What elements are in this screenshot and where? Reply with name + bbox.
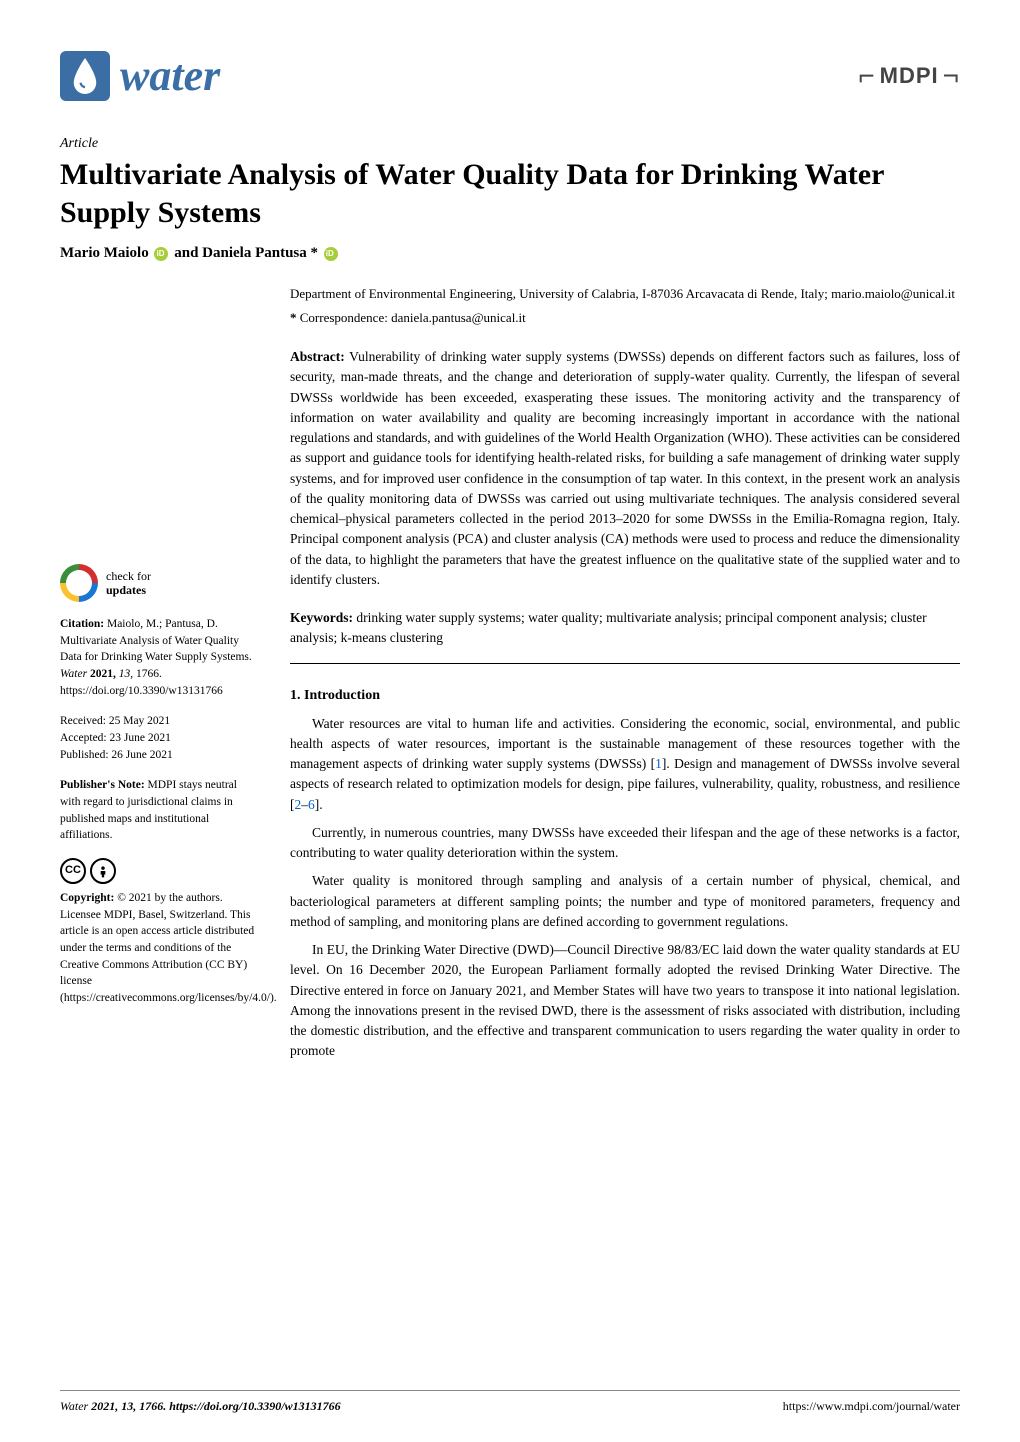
- correspondence-text: Correspondence: daniela.pantusa@unical.i…: [300, 310, 526, 325]
- footer-journal: Water: [60, 1399, 88, 1413]
- license-block: CC Copyright: © 2021 by the authors. Lic…: [60, 858, 260, 1007]
- cc-icon: CC: [60, 858, 86, 884]
- journal-name: water: [120, 50, 220, 101]
- keywords-text: drinking water supply systems; water qua…: [290, 610, 927, 645]
- body-paragraph: Water resources are vital to human life …: [290, 714, 960, 815]
- publisher-note-block: Publisher's Note: MDPI stays neutral wit…: [60, 777, 260, 844]
- body-text: –: [301, 797, 308, 812]
- keywords-label: Keywords:: [290, 610, 353, 625]
- main-column: Department of Environmental Engineering,…: [290, 284, 960, 1070]
- copyright-label: Copyright:: [60, 892, 114, 904]
- check-updates-text: check for updates: [106, 569, 151, 598]
- reference-link[interactable]: 6: [308, 797, 315, 812]
- correspondence: * Correspondence: daniela.pantusa@unical…: [290, 308, 960, 328]
- author-name: Mario Maiolo: [60, 245, 149, 261]
- orcid-icon[interactable]: [324, 247, 338, 261]
- publisher-logo: ⌐ MDPI ¬: [858, 60, 960, 92]
- section-heading: 1. Introduction: [290, 688, 960, 704]
- affiliation: Department of Environmental Engineering,…: [290, 284, 960, 304]
- check-label: check for: [106, 569, 151, 583]
- reference-link[interactable]: 1: [655, 756, 662, 771]
- mdpi-bracket-icon: ¬: [943, 60, 960, 92]
- authors-line: Mario Maiolo and Daniela Pantusa *: [60, 245, 960, 262]
- author-name: and Daniela Pantusa *: [174, 245, 318, 261]
- abstract-label: Abstract:: [290, 349, 345, 364]
- body-paragraph: Currently, in numerous countries, many D…: [290, 823, 960, 864]
- page-footer: Water 2021, 13, 1766. https://doi.org/10…: [60, 1390, 960, 1414]
- mdpi-bracket-icon: ⌐: [858, 60, 875, 92]
- citation-label: Citation:: [60, 618, 104, 630]
- abstract: Abstract: Vulnerability of drinking wate…: [290, 347, 960, 590]
- citation-journal: Water: [60, 668, 87, 680]
- published-date: Published: 26 June 2021: [60, 747, 260, 764]
- check-label-bold: updates: [106, 583, 151, 597]
- water-droplet-icon: [60, 51, 110, 101]
- publisher-name: MDPI: [880, 63, 939, 89]
- citation-volume: 13: [119, 668, 131, 680]
- divider: [290, 663, 960, 664]
- sidebar: check for updates Citation: Maiolo, M.; …: [60, 284, 260, 1070]
- keywords: Keywords: drinking water supply systems;…: [290, 608, 960, 649]
- copyright-text: © 2021 by the authors. Licensee MDPI, Ba…: [60, 892, 277, 1004]
- body-paragraph: Water quality is monitored through sampl…: [290, 871, 960, 932]
- received-date: Received: 25 May 2021: [60, 713, 260, 730]
- footer-citation: 2021, 13, 1766. https://doi.org/10.3390/…: [88, 1399, 340, 1413]
- cc-icons: CC: [60, 858, 260, 884]
- footer-left: Water 2021, 13, 1766. https://doi.org/10…: [60, 1399, 341, 1414]
- accepted-date: Accepted: 23 June 2021: [60, 730, 260, 747]
- body-paragraph: In EU, the Drinking Water Directive (DWD…: [290, 940, 960, 1062]
- abstract-text: Vulnerability of drinking water supply s…: [290, 349, 960, 587]
- pubnote-label: Publisher's Note:: [60, 779, 145, 791]
- by-icon: [90, 858, 116, 884]
- citation-year: 2021,: [87, 668, 119, 680]
- article-title: Multivariate Analysis of Water Quality D…: [60, 156, 960, 231]
- page-header: water ⌐ MDPI ¬: [60, 50, 960, 101]
- article-type: Article: [60, 136, 960, 152]
- orcid-icon[interactable]: [154, 247, 168, 261]
- correspondence-marker: *: [290, 310, 297, 325]
- journal-logo: water: [60, 50, 220, 101]
- body-text: ].: [315, 797, 323, 812]
- check-updates-badge[interactable]: check for updates: [60, 564, 260, 602]
- dates-block: Received: 25 May 2021 Accepted: 23 June …: [60, 713, 260, 763]
- citation-block: Citation: Maiolo, M.; Pantusa, D. Multiv…: [60, 616, 260, 699]
- footer-right: https://www.mdpi.com/journal/water: [783, 1399, 960, 1414]
- crossmark-icon: [60, 564, 98, 602]
